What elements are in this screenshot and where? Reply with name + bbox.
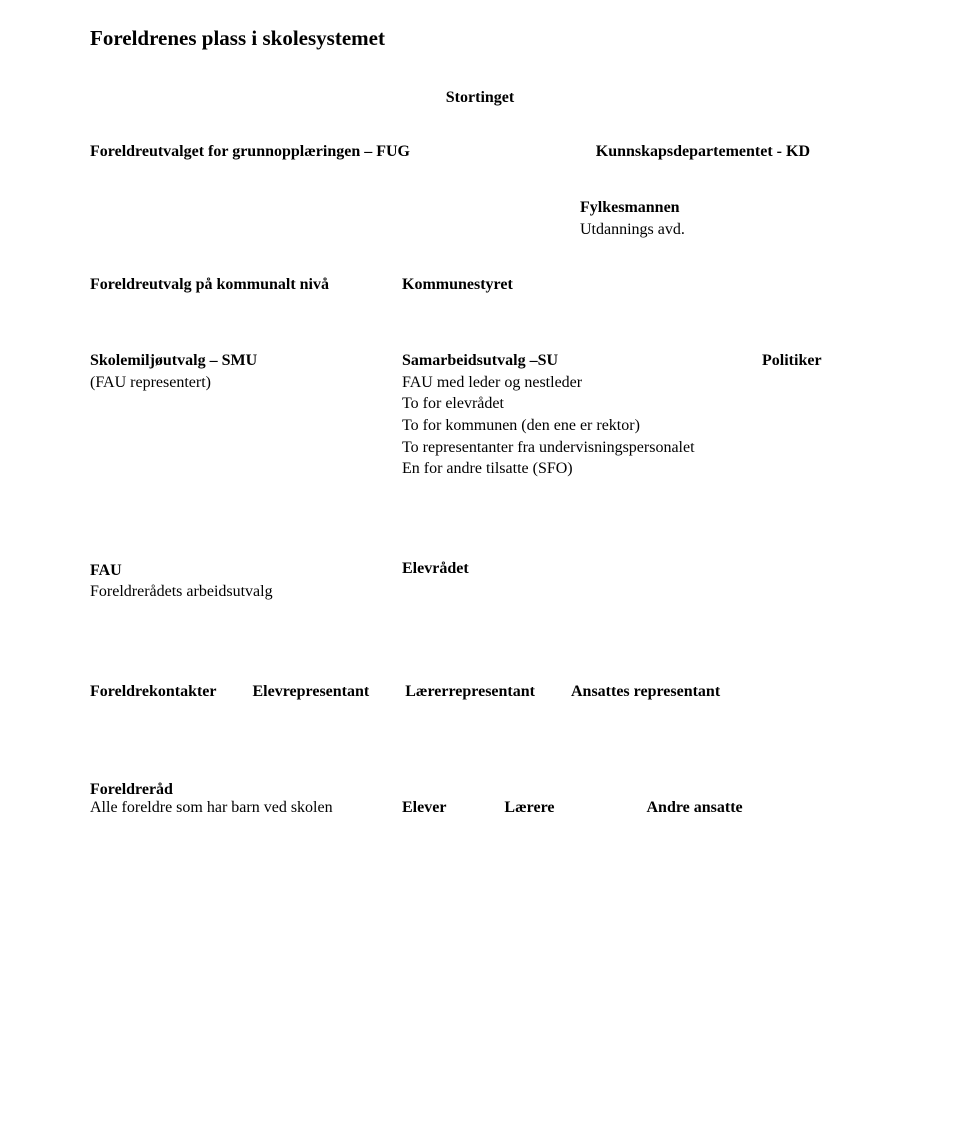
label-fau: FAU <box>90 560 402 582</box>
label-su-l2: To for elevrådet <box>402 393 762 415</box>
label-su-l4: To representanter fra undervisningsperso… <box>402 437 762 459</box>
row-foreldrerad: Foreldreråd Alle foreldre som har barn v… <box>90 781 870 817</box>
label-fau-sub: Foreldrerådets arbeidsutvalg <box>90 581 402 603</box>
label-foreldrekontakter: Foreldrekontakter <box>90 683 217 701</box>
spacer <box>535 683 571 701</box>
label-su-l3: To for kommunen (den ene er rektor) <box>402 415 762 437</box>
label-politiker: Politiker <box>762 350 822 372</box>
spacer <box>217 683 253 701</box>
label-andre-ansatte: Andre ansatte <box>646 799 742 817</box>
label-kommunestyret: Kommunestyret <box>402 276 513 294</box>
label-laererrepresentant: Lærerrepresentant <box>405 683 535 701</box>
label-kd: Kunnskapsdepartementet - KD <box>596 143 810 161</box>
row-top-pair: Foreldreutvalget for grunnopplæringen – … <box>90 143 870 161</box>
label-su: Samarbeidsutvalg –SU <box>402 350 762 372</box>
row-kommunalt: Foreldreutvalg på kommunalt nivå Kommune… <box>90 276 870 294</box>
row-stortinget: Stortinget <box>90 89 870 107</box>
label-ansattes-rep: Ansattes representant <box>571 683 720 701</box>
page-title: Foreldrenes plass i skolesystemet <box>90 26 870 51</box>
label-foreldrerad-sub: Alle foreldre som har barn ved skolen <box>90 799 402 817</box>
col-su: Samarbeidsutvalg –SU FAU med leder og ne… <box>402 350 762 480</box>
label-kommunalt-left: Foreldreutvalg på kommunalt nivå <box>90 276 402 294</box>
document-page: Foreldrenes plass i skolesystemet Storti… <box>0 0 960 857</box>
label-su-l1: FAU med leder og nestleder <box>402 372 762 394</box>
col-politiker: Politiker <box>762 350 822 480</box>
row-representatives: Foreldrekontakter Elevrepresentant Lærer… <box>90 683 870 701</box>
label-elevradet: Elevrådet <box>402 560 469 603</box>
row-fau-elevradet: FAU Foreldrerådets arbeidsutvalg Elevråd… <box>90 560 870 603</box>
row-smu-su: Skolemiljøutvalg – SMU (FAU representert… <box>90 350 870 480</box>
col-fau: FAU Foreldrerådets arbeidsutvalg <box>90 560 402 603</box>
block-fylkesmannen: Fylkesmannen Utdannings avd. <box>580 197 760 240</box>
row-bottom: Alle foreldre som har barn ved skolen El… <box>90 799 870 817</box>
spacer <box>369 683 405 701</box>
label-fylkesmannen: Fylkesmannen <box>580 197 760 219</box>
label-stortinget: Stortinget <box>446 89 514 106</box>
label-smu-sub: (FAU representert) <box>90 372 402 394</box>
label-elevrepresentant: Elevrepresentant <box>253 683 370 701</box>
label-foreldrerad: Foreldreråd <box>90 781 870 799</box>
label-fug: Foreldreutvalget for grunnopplæringen – … <box>90 143 410 161</box>
label-elever: Elever <box>402 799 446 817</box>
label-laerere: Lærere <box>504 799 554 817</box>
col-smu: Skolemiljøutvalg – SMU (FAU representert… <box>90 350 402 480</box>
label-smu: Skolemiljøutvalg – SMU <box>90 350 402 372</box>
label-utdannings-avd: Utdannings avd. <box>580 219 760 241</box>
label-su-l5: En for andre tilsatte (SFO) <box>402 458 762 480</box>
